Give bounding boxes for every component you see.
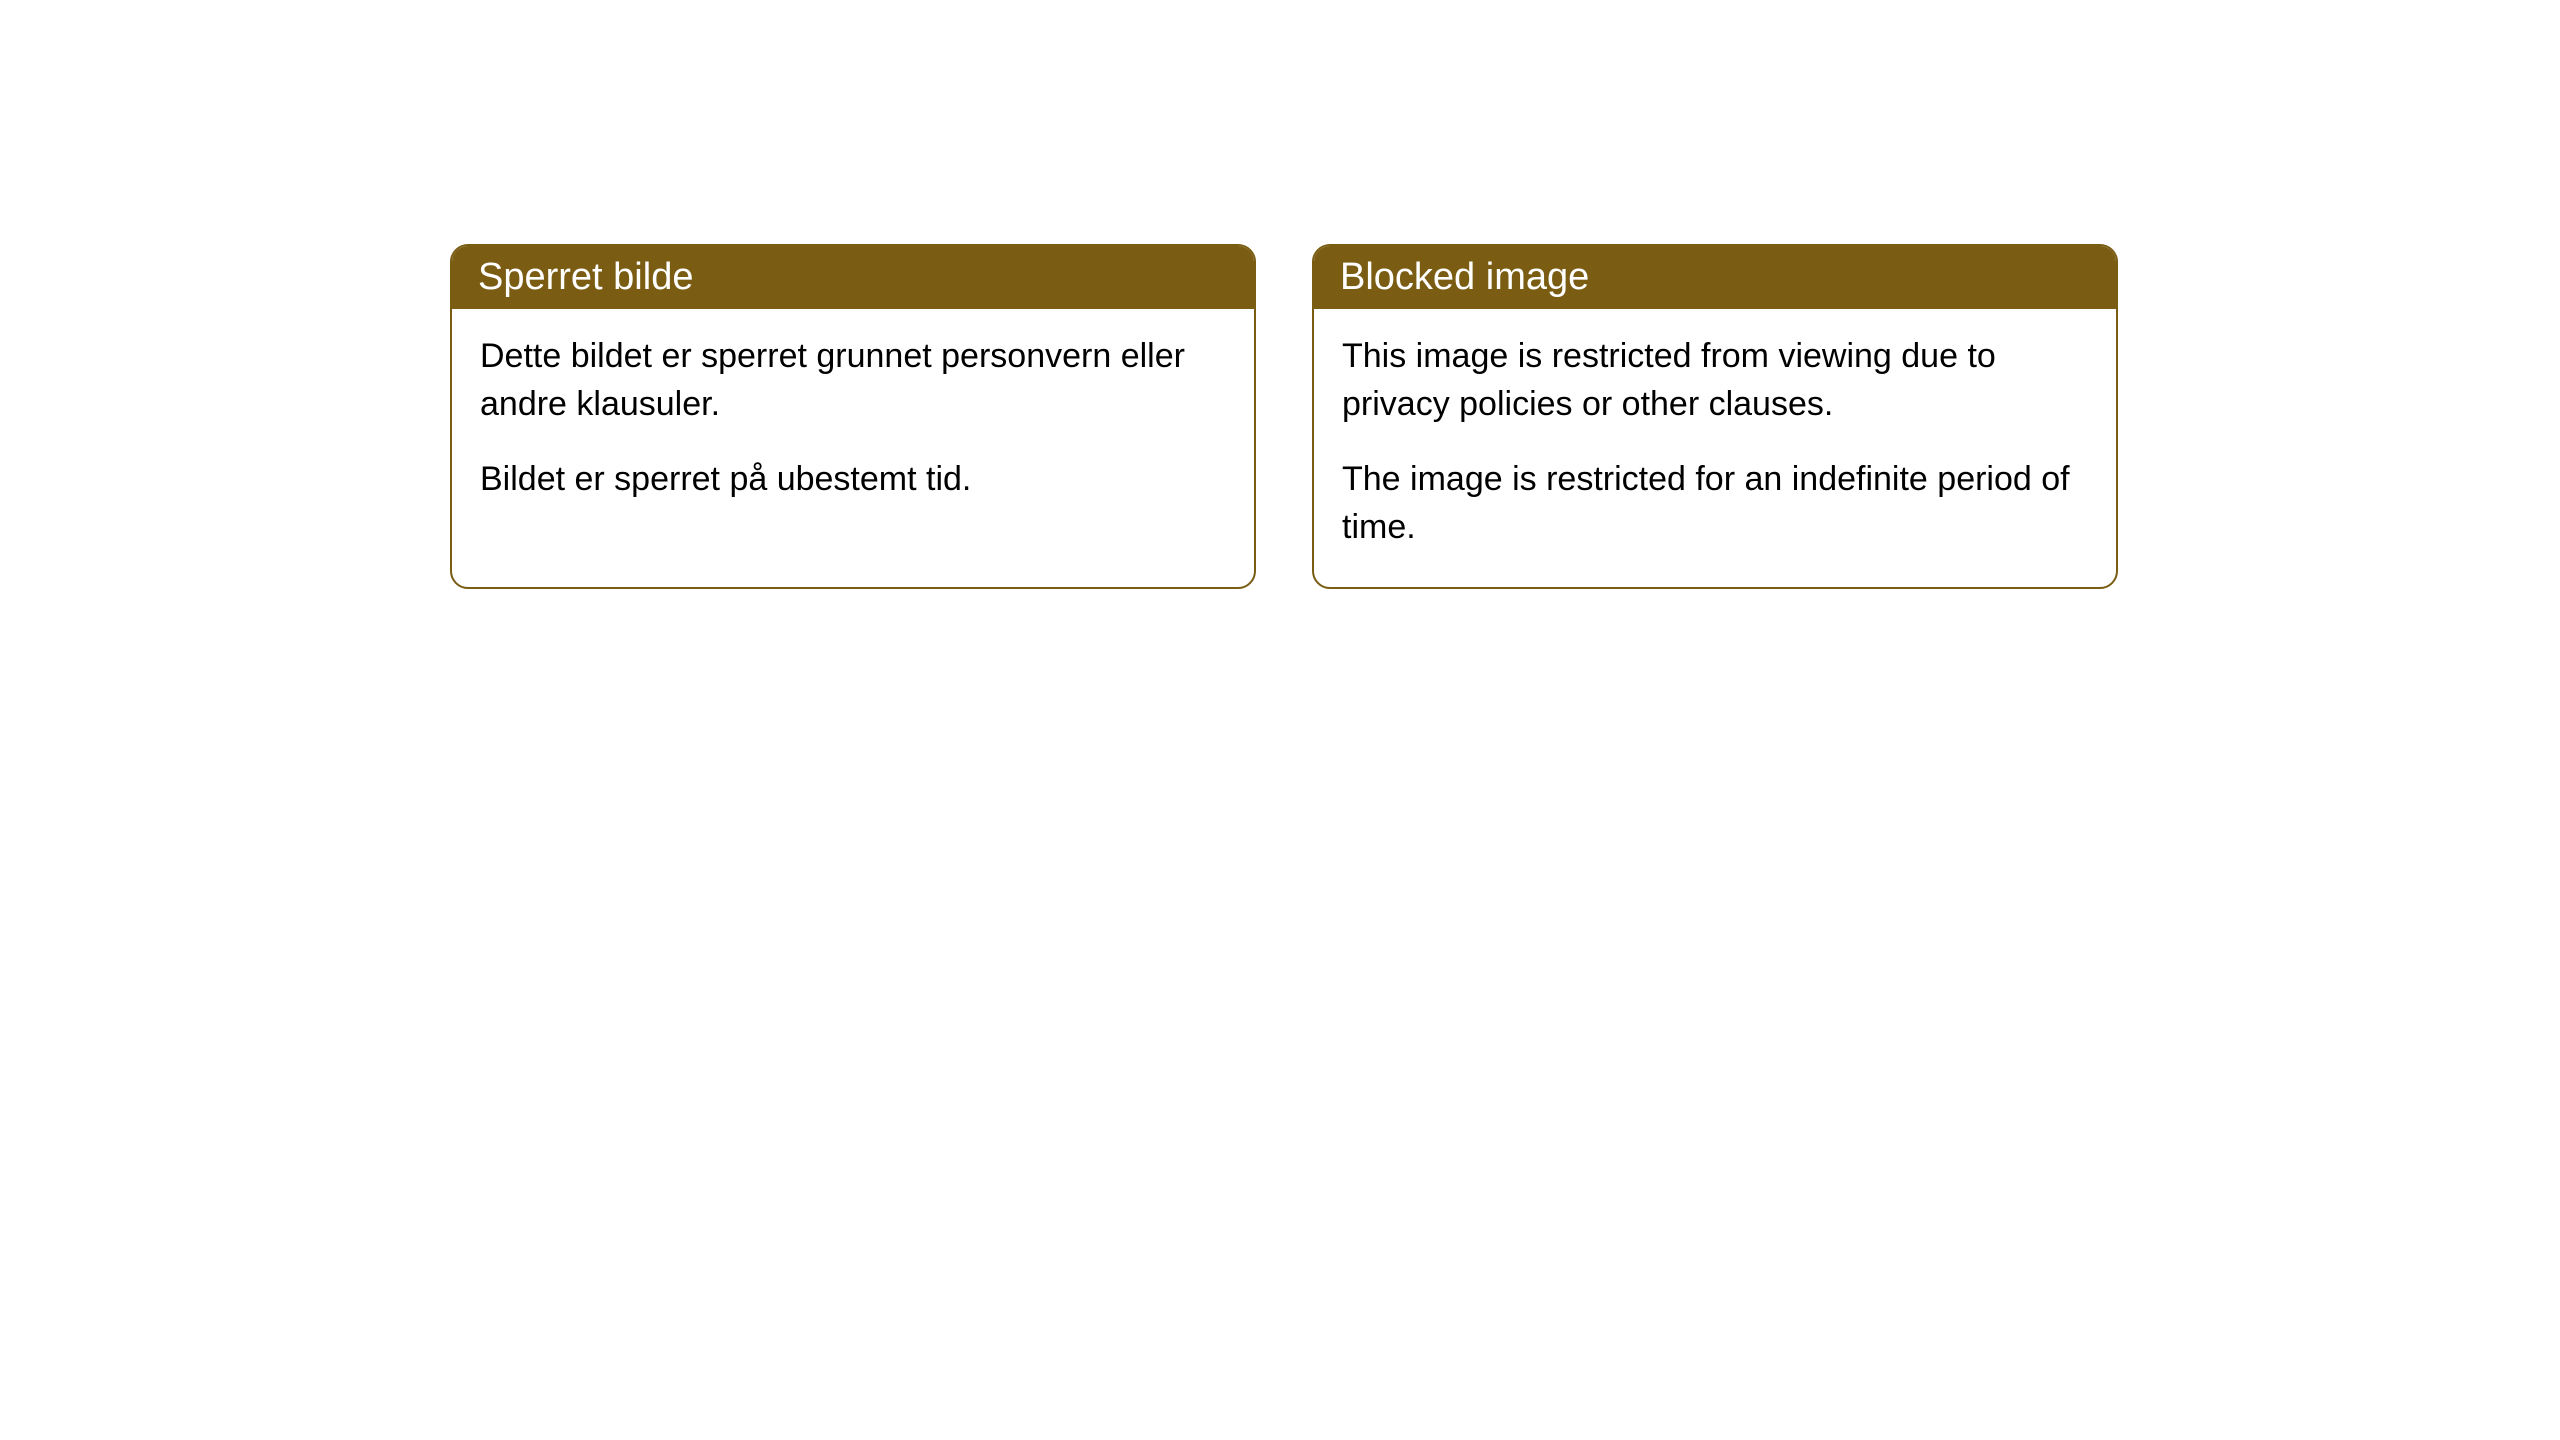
cards-container: Sperret bilde Dette bildet er sperret gr… — [450, 244, 2118, 589]
card-header-norwegian: Sperret bilde — [452, 246, 1254, 309]
card-para2-english: The image is restricted for an indefinit… — [1342, 456, 2088, 551]
card-para1-norwegian: Dette bildet er sperret grunnet personve… — [480, 333, 1226, 428]
card-norwegian: Sperret bilde Dette bildet er sperret gr… — [450, 244, 1256, 589]
card-title-english: Blocked image — [1340, 256, 1589, 298]
card-title-norwegian: Sperret bilde — [478, 256, 693, 298]
card-body-norwegian: Dette bildet er sperret grunnet personve… — [452, 309, 1254, 540]
card-english: Blocked image This image is restricted f… — [1312, 244, 2118, 589]
card-para1-english: This image is restricted from viewing du… — [1342, 333, 2088, 428]
card-para2-norwegian: Bildet er sperret på ubestemt tid. — [480, 456, 1226, 504]
card-body-english: This image is restricted from viewing du… — [1314, 309, 2116, 587]
card-header-english: Blocked image — [1314, 246, 2116, 309]
